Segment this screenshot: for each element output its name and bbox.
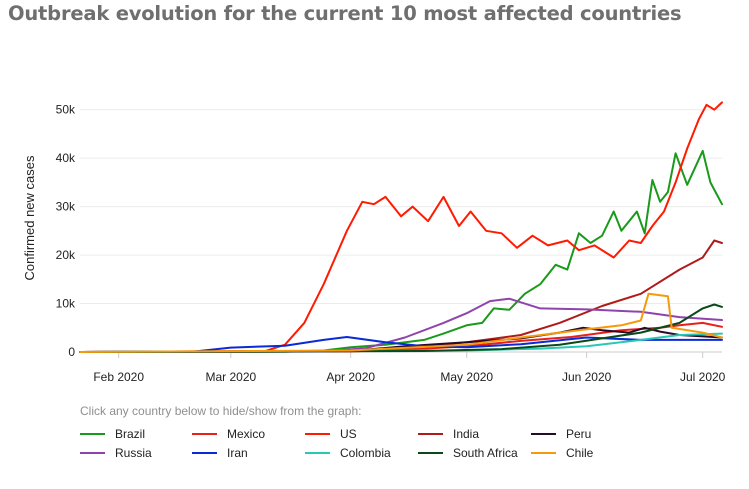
legend-label: South Africa [453,446,518,460]
legend-hint: Click any country below to hide/show fro… [80,404,362,418]
legend-swatch [418,452,443,454]
x-tick-label: Jul 2020 [680,370,726,384]
legend-item-russia[interactable]: Russia [80,445,152,461]
series-line-russia [79,297,723,353]
legend-label: Russia [115,446,152,460]
legend-swatch [418,433,443,435]
legend-label: India [453,427,480,441]
legend-item-india[interactable]: India [418,426,479,442]
x-tick-label: Mar 2020 [205,370,256,384]
y-tick-label: 0 [68,345,75,359]
legend-swatch [80,433,105,435]
legend-swatch [531,452,556,454]
y-axis-ticks: 0 10k 20k 30k 40k 50k [56,103,76,359]
legend-item-brazil[interactable]: Brazil [80,426,145,442]
legend-swatch [80,452,105,454]
x-tick-label: Apr 2020 [326,370,375,384]
legend-label: Iran [227,446,248,460]
series-line-us [79,101,723,353]
legend-label: US [340,427,357,441]
legend-swatch [531,433,556,435]
x-tick-label: May 2020 [440,370,493,384]
series-line-peru [79,326,723,353]
outbreak-line-chart: 0 10k 20k 30k 40k 50k Feb 2020 Mar 2020 Apr 202… [22,101,726,384]
legend-item-us[interactable]: US [305,426,357,442]
legend-swatch [192,433,217,435]
legend-label: Chile [566,446,594,460]
series-line-mexico [79,321,723,353]
y-tick-label: 40k [56,151,76,165]
series-line-chile [79,292,723,353]
series-line-south-africa [79,303,723,353]
y-tick-label: 10k [56,297,76,311]
x-tick-label: Jun 2020 [562,370,612,384]
legend-label: Colombia [340,446,391,460]
legend-item-peru[interactable]: Peru [531,426,591,442]
series-line-brazil [79,149,723,353]
legend-item-iran[interactable]: Iran [192,445,248,461]
series-lines [79,101,723,353]
legend-item-colombia[interactable]: Colombia [305,445,391,461]
grid-lines [80,109,722,353]
x-tick-label: Feb 2020 [93,370,144,384]
y-tick-label: 20k [56,248,76,262]
legend-swatch [192,452,217,454]
legend-swatch [305,433,330,435]
legend-label: Peru [566,427,592,441]
legend-label: Mexico [227,427,266,441]
y-axis-label: Confirmed new cases [22,155,37,280]
legend-item-south-africa[interactable]: South Africa [418,445,518,461]
chart-title: Outbreak evolution for the current 10 mo… [8,2,682,25]
legend-item-mexico[interactable]: Mexico [192,426,265,442]
y-tick-label: 50k [56,103,76,117]
series-line-iran [79,336,723,353]
legend-label: Brazil [115,427,146,441]
legend-item-chile[interactable]: Chile [531,445,593,461]
legend-swatch [305,452,330,454]
y-tick-label: 30k [56,200,76,214]
x-axis-ticks: Feb 2020 Mar 2020 Apr 2020 May 2020 Jun 2020… [93,352,726,384]
